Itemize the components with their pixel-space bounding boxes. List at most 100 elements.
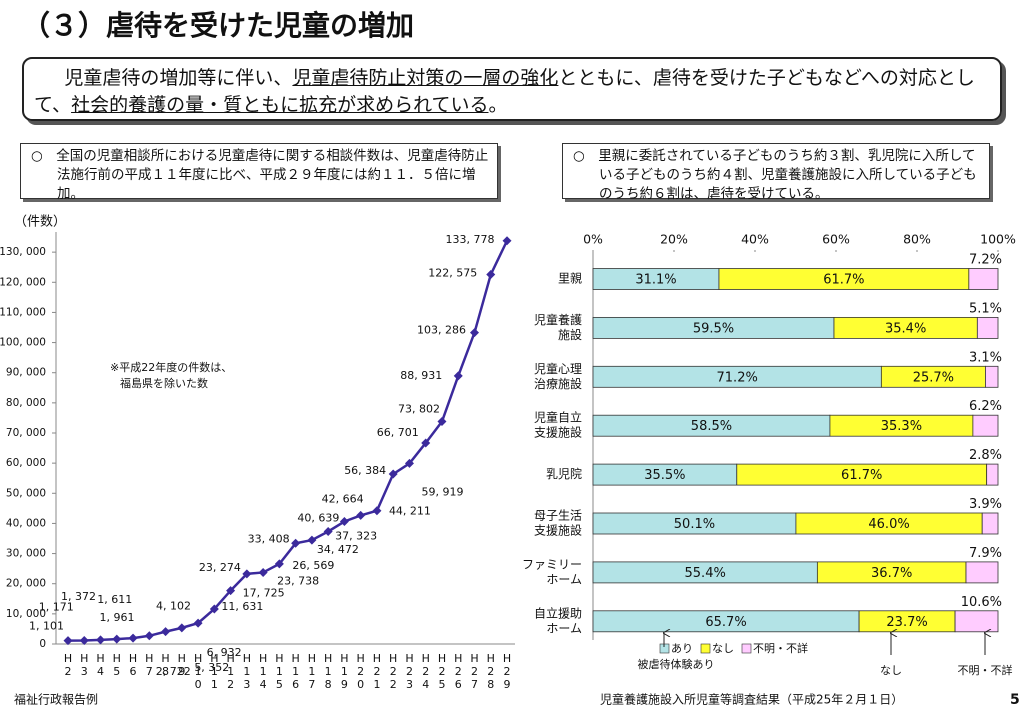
x-tick-label: 20%: [660, 232, 688, 247]
value-label: 35.4%: [885, 321, 926, 336]
marker: [161, 627, 171, 637]
category-label: 児童養護: [534, 312, 582, 327]
legend-label: なし: [712, 642, 734, 655]
category-label: ホーム: [546, 621, 582, 635]
bar-segment: [986, 463, 999, 486]
value-label: 1, 961: [100, 611, 135, 624]
marker: [242, 569, 252, 579]
value-label: 66, 701: [377, 426, 419, 439]
x-tick-label: H8: [159, 652, 172, 678]
marker: [502, 236, 512, 246]
category-label: ホーム: [546, 572, 582, 586]
x-tick-label: H23: [403, 652, 416, 691]
value-label: 35.3%: [881, 419, 922, 434]
y-tick-label: 110, 000: [0, 306, 46, 318]
value-label: 71.2%: [717, 370, 758, 385]
x-tick-label: H25: [435, 652, 448, 691]
marker: [274, 559, 284, 569]
category-label: 支援施設: [534, 523, 582, 538]
annotation: ※平成22年度の件数は、: [110, 360, 232, 374]
value-label: 65.7%: [705, 615, 746, 630]
value-label: 46.0%: [868, 517, 909, 532]
y-tick-label: 80, 000: [6, 397, 46, 409]
marker: [404, 458, 414, 468]
x-tick-label: H4: [94, 652, 107, 678]
x-tick-label: H6: [127, 652, 140, 678]
value-label: 36.7%: [871, 566, 912, 581]
x-tick-label: H26: [452, 652, 465, 691]
summary-text: 。: [488, 94, 508, 116]
marker: [177, 623, 187, 633]
category-label: 施設: [558, 327, 582, 342]
marker: [96, 635, 106, 645]
x-tick-label: 0%: [583, 232, 603, 247]
x-tick-label: H18: [322, 652, 335, 691]
bar-segment: [985, 365, 999, 388]
marker: [209, 604, 219, 614]
marker: [437, 417, 447, 427]
category-label: 母子生活: [534, 509, 582, 523]
bar-segment: [965, 561, 999, 584]
marker: [291, 538, 301, 548]
x-tick-label: H14: [257, 652, 270, 691]
value-label: 31.1%: [635, 273, 676, 288]
x-tick-label: H29: [501, 652, 514, 691]
marker: [193, 618, 203, 628]
x-tick-label: H12: [224, 652, 237, 691]
category-label: 自立援助: [534, 605, 582, 620]
category-label: 児童心理: [534, 361, 582, 376]
marker: [323, 526, 333, 536]
value-label: 5, 352: [194, 661, 229, 674]
bar-segment: [968, 268, 999, 290]
value-label: 61.7%: [841, 468, 882, 483]
value-label: 25.7%: [913, 370, 954, 385]
x-tick-label: H15: [273, 652, 286, 691]
category-label: 児童自立: [534, 410, 582, 425]
bar-segment: [972, 414, 999, 437]
y-tick-label: 70, 000: [6, 427, 46, 439]
value-label: 61.7%: [823, 273, 864, 288]
callout: 被虐待体験あり: [638, 657, 715, 671]
marker: [339, 517, 349, 527]
y-tick-label: 50, 000: [6, 487, 46, 499]
value-label: 40, 639: [297, 512, 339, 525]
marker: [258, 567, 268, 577]
summary-text: 児童虐待の増加等に伴い、: [64, 67, 293, 89]
value-label: 6.2%: [969, 399, 1002, 414]
x-tick-label: H20: [354, 652, 367, 691]
value-label: 88, 931: [400, 369, 442, 382]
x-tick-label: H28: [484, 652, 497, 691]
y-tick-label: 90, 000: [6, 367, 46, 379]
y-tick-label: 0: [39, 638, 46, 650]
y-axis-label: （件数）: [14, 215, 66, 230]
value-label: 44, 211: [389, 505, 431, 518]
value-label: 37, 323: [335, 529, 377, 542]
value-label: 42, 664: [322, 492, 364, 505]
value-label: 59, 919: [421, 485, 463, 498]
summary-emphasis: 社会的養護の量・質ともに拡充が求められている: [71, 94, 489, 116]
marker: [453, 371, 463, 381]
value-label: 103, 286: [417, 324, 466, 337]
value-label: 17, 725: [243, 587, 285, 600]
page-title: （３）虐待を受けた児童の増加: [22, 9, 415, 42]
note: ○ 全国の児童相談所における児童虐待に関する相談件数は、児童虐待防止法施行前の平…: [20, 143, 498, 202]
line: [67, 240, 509, 642]
summary: 児童虐待の増加等に伴い、児童虐待防止対策の一層の強化とともに、虐待を受けた子ども…: [22, 57, 1002, 121]
x-tick-label: H13: [240, 652, 253, 691]
x-tick-label: H7: [143, 652, 156, 678]
page-number: 5: [1010, 692, 1020, 708]
y-tick-label: 20, 000: [6, 578, 46, 590]
x-tick-label: H9: [175, 652, 188, 678]
x-tick-label: 80%: [903, 232, 931, 247]
x-tick-label: 60%: [822, 232, 850, 247]
value-label: 1, 101: [29, 620, 64, 633]
value-label: 133, 778: [446, 233, 495, 246]
x-tick-label: H11: [208, 652, 221, 691]
value-label: 50.1%: [674, 517, 715, 532]
value-label: 2.8%: [969, 448, 1002, 463]
value-label: 1, 372: [61, 590, 96, 603]
x-tick-label: H22: [387, 652, 400, 691]
legend-swatch: [700, 643, 711, 654]
y-tick-label: 120, 000: [0, 276, 46, 288]
value-label: 23.7%: [886, 615, 927, 630]
